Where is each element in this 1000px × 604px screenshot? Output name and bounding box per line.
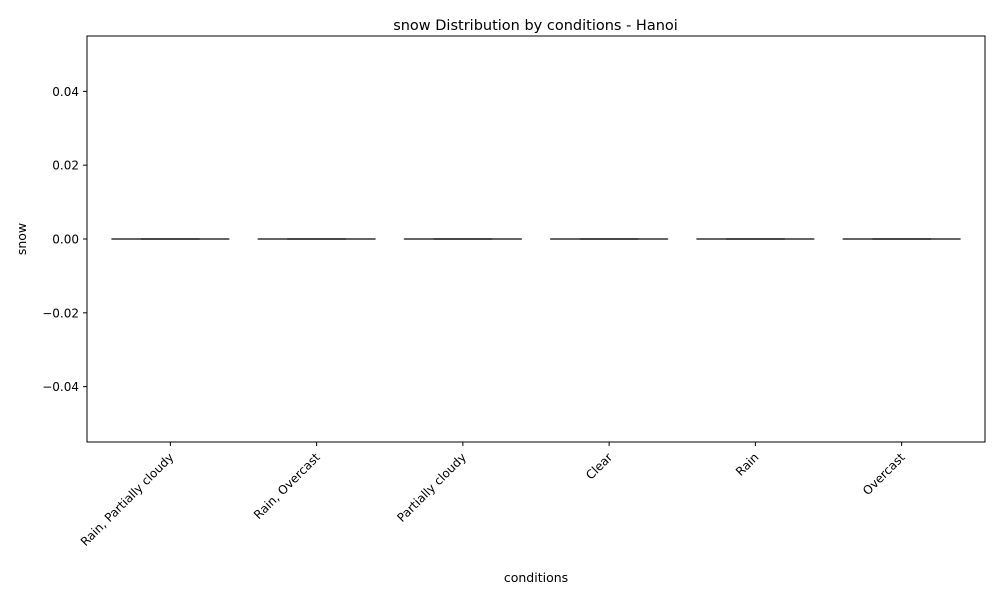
x-axis-label: conditions xyxy=(504,570,568,585)
y-tick-label: 0.04 xyxy=(52,85,79,99)
y-axis-label: snow xyxy=(14,223,29,255)
y-tick-label: 0.00 xyxy=(52,233,79,247)
y-tick-label: −0.02 xyxy=(42,306,79,320)
y-tick-label: 0.02 xyxy=(52,159,79,173)
chart-title: snow Distribution by conditions - Hanoi xyxy=(393,18,678,34)
y-tick-label: −0.04 xyxy=(42,380,79,394)
